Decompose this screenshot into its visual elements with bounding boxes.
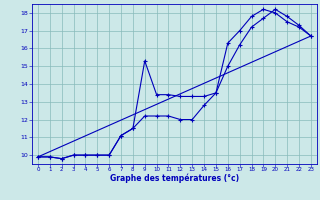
X-axis label: Graphe des températures (°c): Graphe des températures (°c) <box>110 174 239 183</box>
